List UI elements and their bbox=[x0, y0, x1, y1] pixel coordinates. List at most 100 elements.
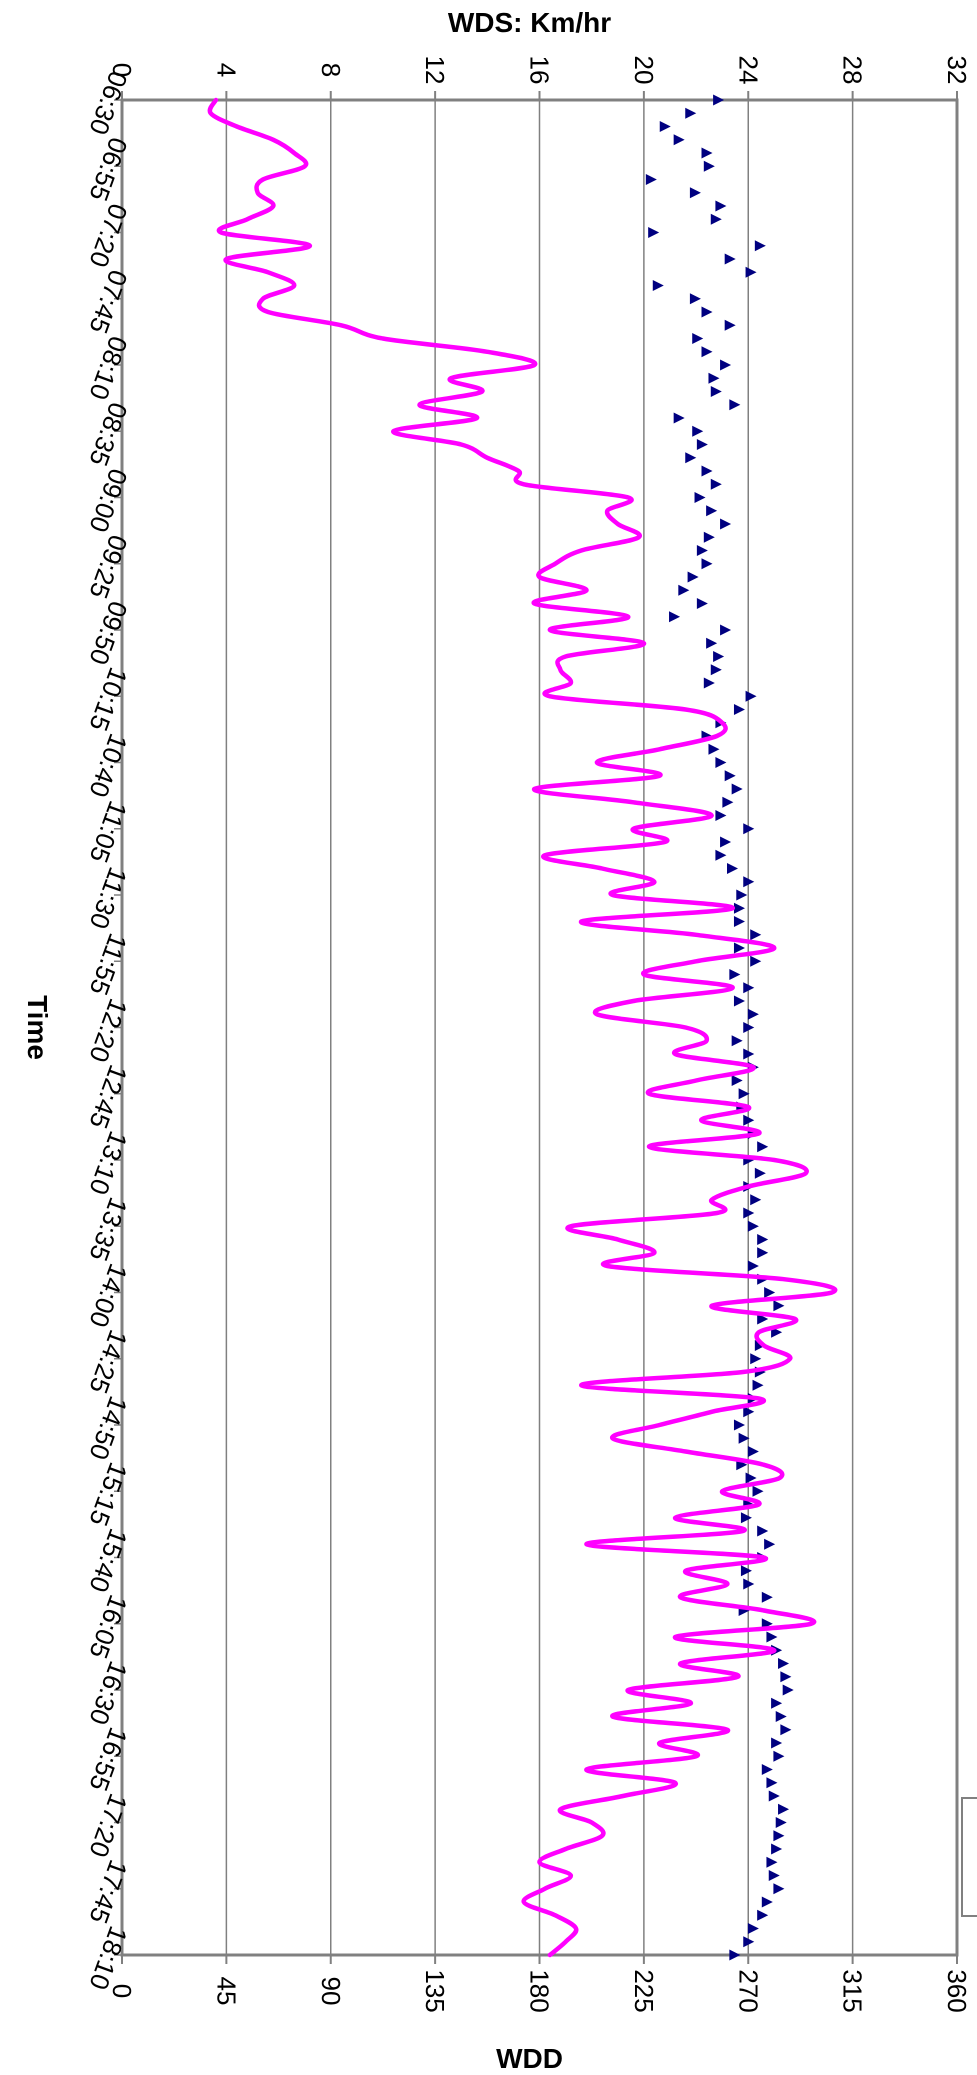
primary-axis-tick-label: 0 bbox=[107, 63, 137, 77]
wdd-marker bbox=[708, 372, 720, 384]
wdd-marker bbox=[743, 1578, 755, 1590]
wdd-marker bbox=[754, 240, 766, 252]
wdd-marker bbox=[720, 624, 732, 636]
wdd-marker bbox=[780, 1724, 792, 1736]
wdd-marker bbox=[733, 704, 745, 715]
wdd-marker bbox=[768, 1790, 780, 1802]
primary-axis-tick-label: 16 bbox=[525, 56, 555, 85]
wdd-marker bbox=[710, 213, 722, 225]
wdd-marker bbox=[764, 1538, 776, 1550]
wdd-marker bbox=[773, 1750, 785, 1762]
wdd-marker bbox=[685, 107, 697, 119]
wdd-marker bbox=[673, 412, 685, 424]
wdd-marker bbox=[782, 1684, 794, 1696]
wdd-marker bbox=[731, 1035, 743, 1047]
wdd-marker bbox=[752, 1485, 764, 1497]
wdd-marker bbox=[715, 810, 727, 821]
wdd-marker bbox=[747, 1923, 759, 1934]
wdd-marker bbox=[703, 160, 715, 172]
time-axis-title: Time bbox=[22, 995, 53, 1060]
wdd-marker bbox=[761, 1591, 773, 1603]
wdd-marker bbox=[773, 1300, 785, 1312]
wdd-marker bbox=[750, 1353, 762, 1365]
wdd-marker bbox=[692, 333, 704, 344]
primary-axis-tick-label: 4 bbox=[211, 63, 241, 77]
wdd-marker bbox=[720, 518, 732, 530]
wdd-marker bbox=[724, 770, 736, 782]
wdd-marker bbox=[710, 478, 722, 490]
wdd-marker bbox=[724, 253, 736, 265]
wdd-marker bbox=[750, 1194, 762, 1206]
primary-axis-tick-label: 20 bbox=[629, 56, 659, 85]
primary-axis-tick-label: 24 bbox=[733, 56, 763, 85]
wdd-marker bbox=[724, 319, 736, 331]
wdd-marker bbox=[750, 955, 762, 967]
wdd-marker bbox=[645, 174, 657, 185]
wdd-marker bbox=[715, 757, 727, 768]
wdd-marker bbox=[766, 1631, 778, 1643]
wdd-marker bbox=[743, 1207, 755, 1219]
secondary-axis-tick-label: 45 bbox=[211, 1977, 241, 2006]
wdd-marker bbox=[701, 346, 713, 358]
wdd-marker bbox=[780, 1671, 792, 1683]
secondary-axis-title: WDD bbox=[496, 2043, 563, 2074]
wdd-marker bbox=[743, 1022, 755, 1033]
wdd-marker bbox=[689, 187, 701, 199]
wdd-marker bbox=[731, 1075, 743, 1086]
wdd-marker bbox=[745, 690, 757, 702]
wdd-marker bbox=[761, 1764, 773, 1775]
wdd-marker bbox=[727, 863, 739, 874]
wdd-marker bbox=[729, 969, 741, 980]
wdd-marker bbox=[710, 664, 722, 676]
wdd-marker bbox=[757, 1234, 769, 1245]
secondary-axis-tick-label: 135 bbox=[420, 1969, 450, 2012]
wdd-marker bbox=[771, 1697, 783, 1709]
wdd-marker bbox=[757, 1247, 769, 1259]
wdd-marker bbox=[773, 1830, 785, 1842]
wdd-marker bbox=[771, 1737, 783, 1749]
wdd-marker bbox=[696, 439, 708, 450]
wdd-marker bbox=[701, 306, 713, 318]
wdd-marker bbox=[648, 227, 660, 238]
wdd-marker bbox=[773, 1883, 785, 1895]
secondary-axis-tick-label: 225 bbox=[629, 1969, 659, 2012]
wdd-marker bbox=[722, 796, 734, 808]
wdd-marker bbox=[710, 386, 722, 397]
wdd-marker bbox=[733, 942, 745, 954]
wdd-marker bbox=[706, 637, 718, 649]
wdd-marker bbox=[733, 902, 745, 914]
wdd-marker bbox=[696, 598, 708, 609]
wdd-marker bbox=[766, 1777, 778, 1789]
wdd-marker bbox=[766, 1856, 778, 1868]
wdd-marker bbox=[685, 452, 697, 464]
wdd-marker bbox=[715, 200, 727, 212]
wdd-marker bbox=[669, 611, 681, 623]
wdd-marker bbox=[757, 1313, 769, 1325]
wdd-marker bbox=[678, 584, 690, 596]
wdd-marker bbox=[733, 995, 745, 1007]
primary-axis-tick-label: 12 bbox=[420, 56, 450, 85]
wdd-marker bbox=[745, 266, 757, 278]
wdd-marker bbox=[720, 359, 732, 371]
wdd-marker bbox=[754, 1167, 766, 1179]
wdd-marker bbox=[743, 1936, 755, 1948]
wdd-marker bbox=[743, 876, 755, 888]
wdd-marker bbox=[673, 134, 685, 146]
secondary-axis-tick-label: 360 bbox=[942, 1969, 972, 2012]
wdd-marker bbox=[703, 531, 715, 543]
primary-axis-tick-label: 28 bbox=[838, 56, 868, 85]
wdd-marker bbox=[743, 982, 755, 994]
wdd-marker bbox=[745, 1472, 757, 1484]
secondary-axis-tick-label: 315 bbox=[838, 1969, 868, 2012]
wdd-marker bbox=[757, 1909, 769, 1921]
secondary-axis-tick-label: 270 bbox=[733, 1969, 763, 2012]
wdd-marker bbox=[754, 1340, 766, 1351]
wdd-marker bbox=[713, 651, 725, 662]
wdd-marker bbox=[729, 399, 741, 411]
wdd-marker bbox=[652, 280, 664, 291]
wdd-marker bbox=[768, 1870, 780, 1881]
wdd-marker bbox=[747, 1260, 759, 1272]
wdd-marker bbox=[747, 1220, 759, 1232]
wdd-marker bbox=[687, 571, 699, 583]
